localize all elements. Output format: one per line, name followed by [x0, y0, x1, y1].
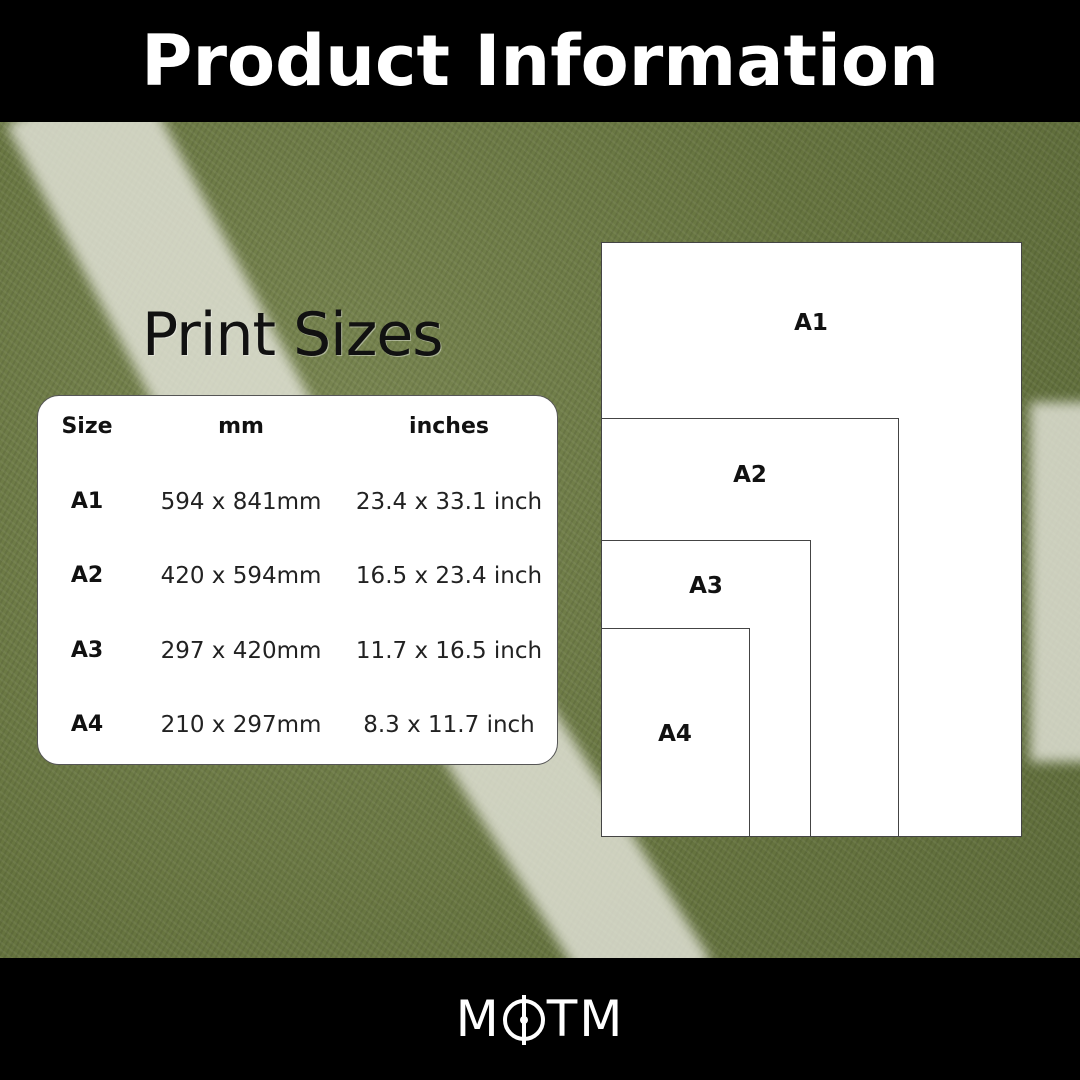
field-line [1030, 402, 1080, 762]
row-inches: 23.4 x 33.1 inch [355, 489, 543, 515]
row-mm: 594 x 841mm [160, 489, 322, 515]
row-mm: 420 x 594mm [160, 563, 322, 589]
header-bar: Product Information [0, 0, 1080, 122]
row-inches: 8.3 x 11.7 inch [363, 712, 535, 738]
row-inches: 11.7 x 16.5 inch [355, 638, 543, 664]
motm-logo: M TM [456, 990, 625, 1048]
header-inches: inches [409, 414, 489, 439]
label-a3: A3 [689, 573, 723, 599]
label-a1: A1 [794, 310, 828, 336]
logo-ball-icon [502, 995, 545, 1045]
label-a2: A2 [733, 462, 767, 488]
label-a4: A4 [658, 721, 692, 747]
row-inches: 16.5 x 23.4 inch [355, 563, 543, 589]
row-size: A3 [70, 638, 104, 663]
row-size: A2 [70, 563, 104, 588]
size-table: Size mm inches A1 594 x 841mm 23.4 x 33.… [37, 395, 558, 765]
logo-part: M [455, 990, 501, 1048]
size-rect-a4 [601, 628, 750, 837]
row-mm: 297 x 420mm [160, 638, 322, 664]
row-size: A4 [70, 712, 104, 737]
page-title: Product Information [141, 20, 939, 102]
footer-bar: M TM [0, 958, 1080, 1080]
logo-part: TM [546, 990, 625, 1048]
header-size: Size [61, 414, 113, 439]
header-mm: mm [218, 414, 264, 439]
row-size: A1 [70, 489, 104, 514]
section-title: Print Sizes [142, 300, 444, 370]
row-mm: 210 x 297mm [160, 712, 322, 738]
